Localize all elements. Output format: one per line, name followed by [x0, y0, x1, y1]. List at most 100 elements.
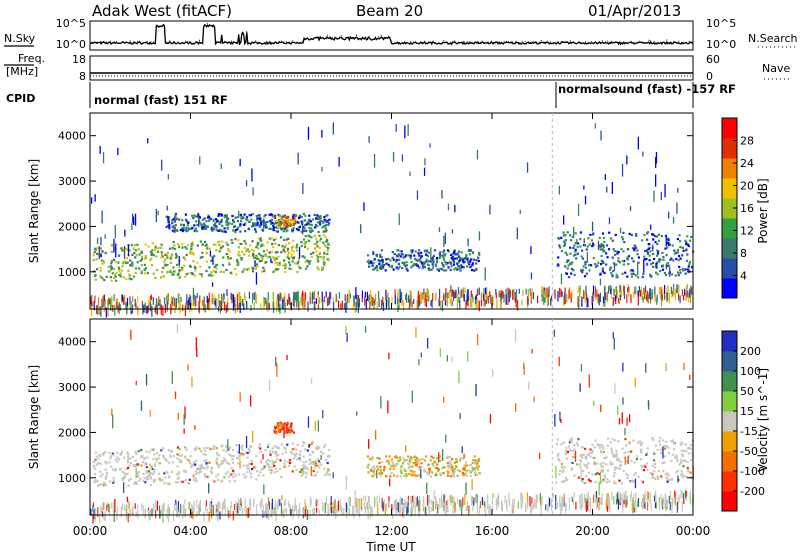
data-cell [145, 475, 149, 478]
data-cell [666, 293, 668, 299]
data-cell [426, 288, 428, 298]
data-cell [239, 223, 242, 226]
data-cell [673, 494, 675, 504]
data-cell [442, 472, 445, 475]
data-cell [461, 457, 464, 460]
data-cell [588, 243, 591, 246]
noise-cell [155, 208, 157, 223]
data-cell [598, 236, 601, 239]
data-cell [588, 502, 590, 512]
data-cell [214, 300, 216, 306]
data-cell [172, 225, 175, 228]
data-cell [100, 483, 103, 486]
data-cell [284, 448, 287, 451]
data-cell [287, 224, 290, 227]
data-cell [146, 271, 149, 275]
data-cell [483, 294, 485, 302]
data-cell [677, 499, 679, 510]
data-cell [328, 296, 330, 306]
noise-cell [428, 468, 431, 475]
data-cell [478, 253, 481, 256]
data-cell [399, 496, 401, 508]
noise-cell [115, 243, 117, 258]
data-cell [173, 220, 176, 223]
data-cell [144, 481, 147, 484]
data-cell [374, 467, 377, 470]
data-cell [612, 297, 614, 307]
data-cell [377, 504, 379, 515]
data-cell [605, 456, 608, 459]
data-cell [231, 241, 234, 244]
data-cell [443, 249, 446, 252]
data-cell [266, 241, 269, 244]
data-cell [670, 286, 672, 294]
data-cell [686, 235, 689, 238]
data-cell [319, 297, 321, 304]
data-cell [400, 470, 403, 473]
data-cell [578, 463, 581, 466]
data-cell [381, 263, 384, 266]
data-cell [194, 267, 197, 270]
data-cell [289, 503, 291, 513]
data-cell [659, 443, 662, 446]
data-cell [150, 252, 153, 255]
x-tick-label: 12:00 [374, 524, 409, 538]
data-cell [653, 459, 656, 462]
data-cell [277, 218, 281, 222]
data-cell [665, 495, 667, 505]
noise-cell [254, 260, 256, 267]
data-cell [547, 504, 549, 513]
data-cell [611, 438, 614, 441]
data-cell [568, 445, 571, 448]
data-cell [320, 267, 323, 270]
noise-cell [420, 469, 422, 479]
data-cell [653, 470, 656, 473]
data-cell [138, 253, 141, 256]
data-cell [618, 490, 620, 499]
data-cell [425, 292, 427, 301]
data-cell [446, 298, 448, 307]
data-cell [567, 264, 570, 267]
data-cell [137, 450, 140, 453]
data-cell [311, 440, 314, 444]
data-cell [209, 470, 213, 473]
noise-cell [360, 224, 362, 234]
data-cell [309, 297, 311, 305]
data-cell [595, 462, 599, 465]
data-cell [238, 302, 240, 310]
data-cell [385, 475, 388, 478]
data-cell [148, 300, 150, 309]
data-cell [102, 502, 104, 511]
data-cell [225, 241, 228, 244]
data-cell [382, 296, 384, 304]
data-cell [623, 491, 625, 501]
data-cell [159, 299, 161, 310]
data-cell [689, 447, 692, 450]
data-cell [241, 250, 244, 254]
data-cell [170, 219, 174, 222]
data-cell [317, 294, 319, 305]
power-cbar-swatch [722, 178, 737, 199]
data-cell [444, 499, 446, 507]
data-cell [655, 502, 658, 509]
data-cell [427, 473, 430, 476]
data-cell [169, 261, 172, 264]
data-cell [324, 474, 327, 477]
noise-cell [100, 253, 102, 258]
data-cell [563, 494, 565, 501]
data-cell [449, 268, 452, 271]
data-cell [136, 474, 140, 477]
data-cell [303, 243, 307, 247]
data-cell [223, 457, 226, 460]
data-cell [237, 462, 240, 465]
data-cell [284, 243, 287, 246]
data-cell [278, 215, 281, 218]
data-cell [136, 463, 139, 466]
data-cell [140, 271, 143, 275]
data-cell [427, 290, 429, 297]
data-cell [286, 253, 289, 256]
data-cell [585, 466, 589, 469]
data-cell [609, 237, 613, 240]
data-cell [327, 454, 331, 457]
data-cell [239, 292, 241, 303]
